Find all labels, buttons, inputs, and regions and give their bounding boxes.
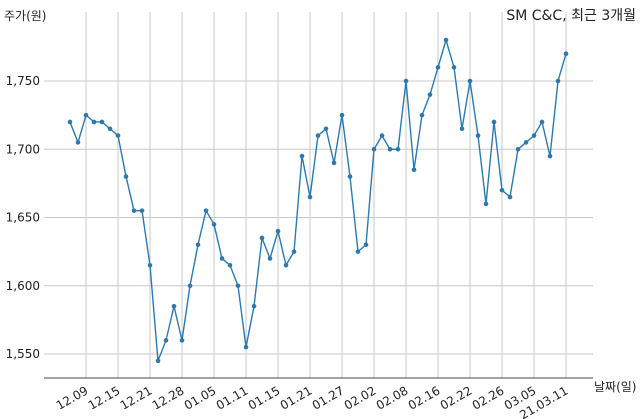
price-point xyxy=(411,167,417,173)
x-tick-label: 01.21 xyxy=(278,383,315,412)
x-tick-labels: 12.0912.1512.2112.2801.0501.1101.1501.21… xyxy=(54,383,571,419)
price-point xyxy=(363,242,369,248)
price-point xyxy=(491,119,497,125)
price-point xyxy=(115,133,121,138)
price-point xyxy=(275,228,281,234)
price-point xyxy=(331,160,337,166)
x-tick-label: 02.26 xyxy=(470,383,507,412)
price-point xyxy=(259,235,265,241)
price-point xyxy=(195,242,201,248)
price-point xyxy=(339,112,345,118)
price-point xyxy=(211,222,217,227)
y-tick-label: 1,750 xyxy=(6,74,40,88)
price-point xyxy=(547,153,553,159)
price-point xyxy=(515,146,521,152)
price-point xyxy=(379,133,385,138)
price-point xyxy=(179,338,185,343)
price-point xyxy=(131,208,137,213)
price-point xyxy=(155,358,161,364)
price-point xyxy=(387,146,393,152)
price-point xyxy=(235,283,241,289)
price-point xyxy=(219,256,225,261)
price-point xyxy=(147,262,153,268)
price-point xyxy=(75,140,81,145)
price-point xyxy=(243,344,249,350)
price-point xyxy=(307,194,313,200)
price-point xyxy=(451,65,457,70)
x-tick-label: 12.21 xyxy=(118,383,155,412)
price-point xyxy=(507,194,513,200)
price-point xyxy=(427,92,433,97)
price-point xyxy=(467,78,473,84)
x-tick-label: 01.15 xyxy=(246,383,283,412)
x-axis-title: 날짜(일) xyxy=(594,380,636,394)
y-tick-label: 1,650 xyxy=(6,211,40,225)
price-point xyxy=(67,119,73,125)
price-point xyxy=(539,119,545,125)
price-point xyxy=(203,208,209,213)
x-tick-label: 01.27 xyxy=(310,383,347,412)
price-point xyxy=(251,303,257,309)
price-point xyxy=(443,37,449,43)
price-point xyxy=(323,126,329,132)
price-point xyxy=(523,140,529,145)
price-point xyxy=(355,249,361,254)
x-tick-label: 02.02 xyxy=(342,383,379,412)
x-tick-label: 01.11 xyxy=(214,383,251,412)
price-point xyxy=(99,119,105,125)
price-point xyxy=(395,146,401,152)
price-point xyxy=(347,174,353,179)
price-point xyxy=(435,65,441,70)
price-point xyxy=(475,133,481,138)
price-point xyxy=(531,133,537,138)
price-point xyxy=(291,249,297,254)
y-tick-labels: 1,550 1,600 1,650 1,700 1,750 xyxy=(6,74,40,361)
price-point xyxy=(187,283,193,289)
x-tick-label: 12.09 xyxy=(54,383,91,412)
chart-title: SM C&C, 최근 3개월 xyxy=(506,8,636,24)
price-point xyxy=(91,119,97,125)
price-point xyxy=(371,146,377,152)
x-tick-label: 02.22 xyxy=(438,383,475,412)
x-tick-label: 12.15 xyxy=(86,383,123,412)
y-tick-label: 1,550 xyxy=(6,347,40,361)
price-points xyxy=(67,37,569,364)
price-point xyxy=(283,262,289,268)
y-tick-label: 1,600 xyxy=(6,279,40,293)
price-point xyxy=(555,78,561,84)
price-point xyxy=(315,133,321,138)
y-tick-label: 1,700 xyxy=(6,142,40,156)
price-point xyxy=(483,201,489,207)
price-point xyxy=(499,187,505,193)
price-point xyxy=(267,256,273,261)
price-point xyxy=(107,126,113,132)
y-axis-title: 주가(원) xyxy=(4,9,46,23)
x-tick-label: 12.28 xyxy=(150,383,187,412)
x-tick-label: 02.08 xyxy=(374,383,411,412)
price-point xyxy=(139,208,145,213)
x-tick-label: 02.16 xyxy=(406,383,443,412)
price-point xyxy=(83,112,89,118)
price-line xyxy=(69,37,567,362)
price-point xyxy=(227,262,233,268)
price-point xyxy=(419,112,425,118)
price-point xyxy=(299,153,305,159)
price-point xyxy=(163,338,169,343)
x-tick-label: 01.05 xyxy=(182,383,219,412)
price-point xyxy=(403,78,409,84)
price-point xyxy=(123,174,129,179)
price-point xyxy=(171,303,177,309)
price-point xyxy=(459,126,465,132)
price-point xyxy=(563,51,569,56)
